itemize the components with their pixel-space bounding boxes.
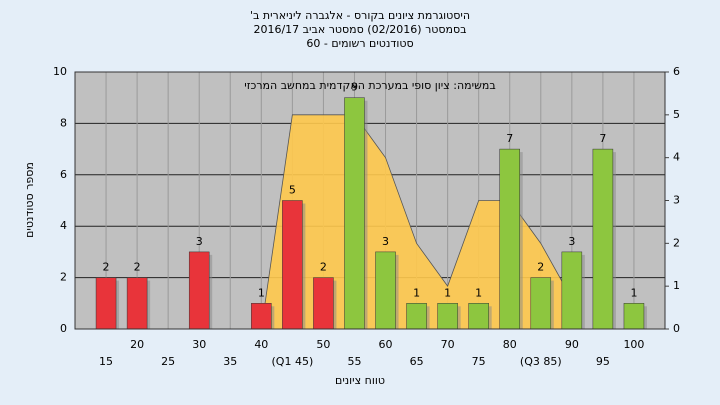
x-tick-label: 35 <box>223 355 237 368</box>
y-tick-label: 4 <box>60 219 67 232</box>
x-tick-label: 70 <box>441 338 455 351</box>
bar <box>592 148 614 330</box>
x-tick-label: 60 <box>379 338 393 351</box>
data-label: 3 <box>382 235 389 248</box>
bar <box>375 251 396 330</box>
data-label: 1 <box>444 286 451 299</box>
chart-title: היסטוגרמת ציונים בקורס - אלגברה ליניארית… <box>250 9 470 22</box>
data-label: 1 <box>258 286 265 299</box>
bar <box>623 303 645 330</box>
y-axis-title: מספר סטודנטים <box>23 162 36 238</box>
bar <box>188 251 210 330</box>
bar <box>95 277 117 330</box>
x-tick-label: 25 <box>161 355 175 368</box>
x-tick-label: (Q1 45) <box>272 355 314 368</box>
y2-tick-label: 2 <box>673 236 680 249</box>
bar <box>282 200 303 330</box>
bar <box>437 303 458 330</box>
bar <box>126 277 148 330</box>
chart-subtitle: בסמסטר (02/2016) סמסטר אביב 2016/17 <box>253 23 466 36</box>
y-tick-label: 6 <box>60 168 67 181</box>
data-label: 7 <box>599 132 606 145</box>
y-tick-label: 0 <box>60 322 67 335</box>
bar <box>561 251 583 330</box>
bar <box>468 303 489 330</box>
x-tick-label: 65 <box>410 355 424 368</box>
data-label: 2 <box>320 261 327 274</box>
data-label: 1 <box>475 286 482 299</box>
data-label: 1 <box>630 286 637 299</box>
data-label: 5 <box>289 184 296 197</box>
data-label: 1 <box>413 286 420 299</box>
x-tick-label: 100 <box>623 338 644 351</box>
y-tick-label: 10 <box>53 65 67 78</box>
bar <box>406 303 427 330</box>
data-label: 9 <box>351 81 358 94</box>
x-tick-label: 30 <box>192 338 206 351</box>
data-label: 2 <box>134 261 141 274</box>
bar <box>251 303 272 330</box>
data-label: 3 <box>196 235 203 248</box>
y2-tick-label: 5 <box>673 108 680 121</box>
chart-subtitle: סטודנטים רשומים - 60 <box>306 37 413 50</box>
y2-tick-label: 3 <box>673 194 680 207</box>
bar <box>313 277 334 330</box>
x-tick-label: 40 <box>254 338 268 351</box>
y2-tick-label: 1 <box>673 279 680 292</box>
y2-tick-label: 4 <box>673 151 680 164</box>
plot-border <box>74 71 666 330</box>
x-tick-label: 80 <box>503 338 517 351</box>
annotation: במשימה: ציון סופי במערכת האקדמית במחשב ה… <box>244 79 495 92</box>
y2-tick-label: 0 <box>673 322 680 335</box>
x-axis-title: טווח ציונים <box>335 374 385 387</box>
y-tick-label: 8 <box>60 116 67 129</box>
data-label: 7 <box>506 132 513 145</box>
y-tick-label: 2 <box>60 271 67 284</box>
data-label: 2 <box>537 261 544 274</box>
bar <box>530 277 552 330</box>
bar <box>499 148 520 330</box>
y2-tick-label: 6 <box>673 65 680 78</box>
x-tick-label: 15 <box>99 355 113 368</box>
data-label: 3 <box>568 235 575 248</box>
x-tick-label: 50 <box>316 338 330 351</box>
x-tick-label: 55 <box>347 355 361 368</box>
x-tick-label: 75 <box>472 355 486 368</box>
x-tick-label: 20 <box>130 338 144 351</box>
bar <box>344 97 365 330</box>
x-tick-label: (Q3 85) <box>520 355 562 368</box>
x-tick-label: 95 <box>596 355 610 368</box>
data-label: 2 <box>103 261 110 274</box>
x-tick-label: 90 <box>565 338 579 351</box>
